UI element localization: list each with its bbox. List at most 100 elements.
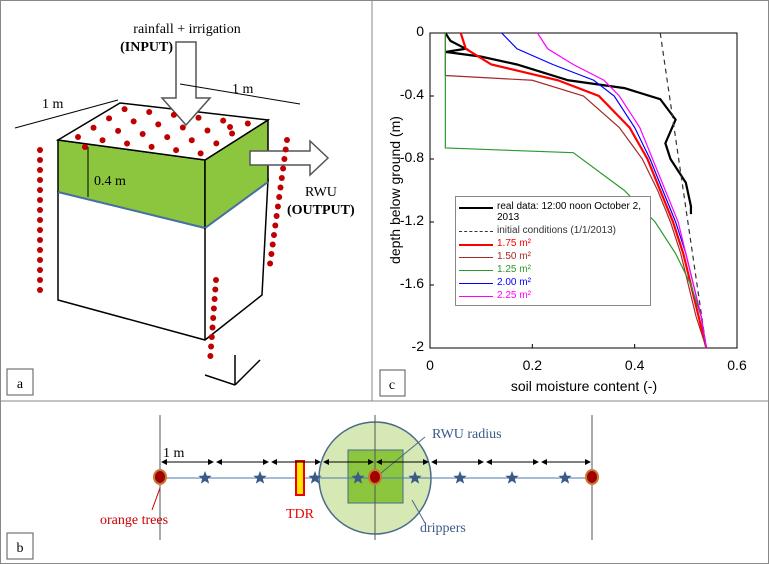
panel-label-box <box>379 369 406 397</box>
dripper-dot <box>268 251 275 257</box>
dripper-dot <box>37 187 43 193</box>
dripper-dot <box>213 140 220 147</box>
dimension-label: 1 m <box>232 82 254 97</box>
panel-label-box <box>6 368 34 396</box>
dripper-dot <box>274 203 281 210</box>
dimension-line <box>14 99 119 129</box>
legend: real data: 12:00 noon October 2, 2013 ini… <box>455 196 651 306</box>
dripper-dot <box>37 147 43 153</box>
dripper-star <box>453 471 467 484</box>
legend-swatch <box>459 296 493 297</box>
x-axis-label: soil moisture content (-) <box>511 378 657 394</box>
dripper-star <box>253 471 267 484</box>
pointer <box>411 499 426 524</box>
panel-b: 1 m RWU radius TDR orange trees drippers… <box>6 415 599 560</box>
dripper-dot <box>146 108 153 115</box>
input-text: rainfall + irrigation <box>133 22 240 37</box>
tdr-label: TDR <box>286 507 315 522</box>
axis-arrow <box>234 359 261 386</box>
pointer <box>151 487 161 511</box>
x-tick-label: 0.6 <box>727 357 747 373</box>
x-tick-label: 0.4 <box>625 357 645 373</box>
dripper-dot <box>227 124 233 130</box>
legend-label: real data: 12:00 noon October 2, 2013 <box>497 201 641 223</box>
legend-label: 2.00 m² <box>497 277 531 288</box>
dripper-star <box>408 471 422 484</box>
y-tick-label: -1.2 <box>400 212 424 228</box>
depth-label: 0.4 m <box>94 174 126 189</box>
dripper-dot <box>170 111 177 118</box>
legend-entry: 2.25 m² <box>459 290 647 301</box>
tdr-probe <box>295 460 305 496</box>
y-tick-label: -0.4 <box>400 86 424 102</box>
dripper-dot <box>267 260 274 267</box>
axis-arrow <box>204 374 236 386</box>
dripper-dot <box>121 106 128 113</box>
dripper-dot <box>115 127 122 134</box>
legend-label: 1.75 m² <box>497 238 531 249</box>
dripper-dot <box>273 213 280 219</box>
dripper-dot <box>90 124 97 131</box>
dripper-dot <box>82 144 88 150</box>
legend-swatch <box>459 231 493 232</box>
arrow-head <box>315 459 321 465</box>
dripper-star <box>308 471 322 484</box>
arrow-head <box>533 459 539 465</box>
panel-label-box <box>6 532 34 560</box>
dripper-dot <box>272 222 279 229</box>
legend-label: initial conditions (1/1/2013) <box>497 225 616 236</box>
legend-entry: 2.00 m² <box>459 277 647 288</box>
dripper-dot <box>37 267 43 273</box>
dripper-dot <box>37 207 43 213</box>
legend-swatch <box>459 244 493 246</box>
panel-label: a <box>17 377 24 392</box>
dripper-dot <box>37 257 43 263</box>
panel-a: rainfall + irrigation (INPUT) 1 m 1 m 0.… <box>6 22 355 396</box>
dripper-dot <box>37 237 43 243</box>
dripper-dot <box>37 277 43 283</box>
arrow-head <box>478 459 484 465</box>
arrow-head <box>161 459 167 465</box>
output-arrow <box>249 139 330 177</box>
legend-swatch <box>459 207 493 209</box>
y-tick-label: -0.8 <box>400 149 424 165</box>
dripper-dot <box>212 286 219 293</box>
legend-swatch <box>459 283 493 284</box>
dripper-dot <box>37 247 43 253</box>
dripper-dot <box>37 157 43 163</box>
dripper-star <box>351 471 365 484</box>
dripper-dot <box>75 134 82 141</box>
arrow-head <box>216 459 222 465</box>
dripper-dot <box>207 353 214 359</box>
dripper-dot <box>213 277 219 283</box>
dripper-dot <box>208 334 215 340</box>
dripper-dot <box>269 241 276 248</box>
dripper-dot <box>209 324 216 331</box>
input-text: (INPUT) <box>120 40 173 55</box>
panel-label: c <box>389 378 395 393</box>
dripper-dot <box>37 167 43 173</box>
legend-label: 1.50 m² <box>497 251 531 262</box>
arrow-head <box>541 459 547 465</box>
arrow-head <box>368 459 374 465</box>
legend-swatch <box>459 270 493 271</box>
arrow-head <box>431 459 437 465</box>
orange-tree <box>368 469 382 485</box>
dripper-dot <box>37 177 43 183</box>
dripper-dot <box>210 315 217 321</box>
dripper-dot <box>282 146 289 153</box>
arrow-head <box>271 459 277 465</box>
orange-tree <box>585 469 599 485</box>
dripper-dot <box>244 120 251 127</box>
dripper-dot <box>124 140 131 147</box>
legend-label: 1.25 m² <box>497 264 531 275</box>
dripper-dot <box>220 117 227 124</box>
legend-entry: 1.75 m² <box>459 238 647 249</box>
dimension-label: 1 m <box>42 97 64 112</box>
series-line <box>444 32 693 215</box>
dimension-line <box>179 83 301 105</box>
legend-entry: 1.50 m² <box>459 251 647 262</box>
arrow-head <box>208 459 214 465</box>
dripper-dot <box>130 118 137 125</box>
